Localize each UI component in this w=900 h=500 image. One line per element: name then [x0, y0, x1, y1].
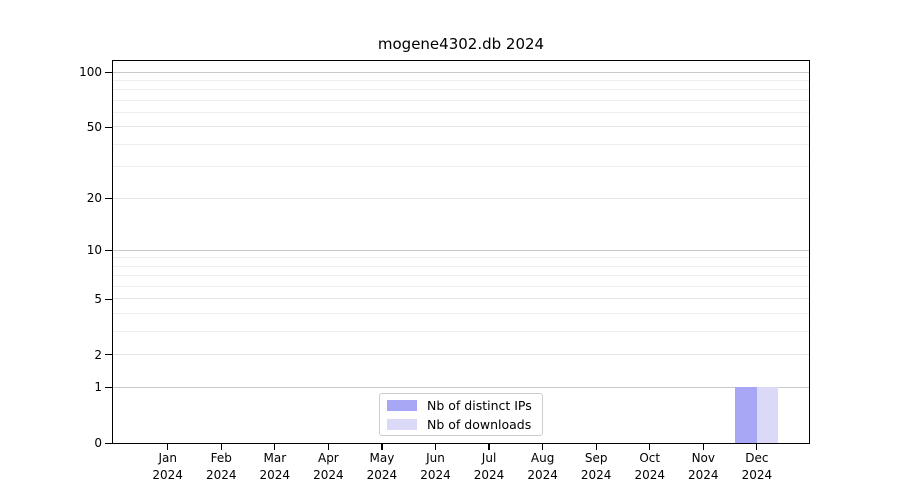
gridline-5 — [113, 298, 809, 300]
y-tick-100 — [105, 71, 113, 73]
x-tick-label-apr: Apr 2024 — [313, 451, 344, 482]
x-tick-label-aug: Aug 2024 — [527, 451, 558, 482]
x-tick-jan — [167, 444, 169, 450]
gridline-minor-60 — [113, 112, 809, 114]
gridline-minor-80 — [113, 89, 809, 91]
y-tick-label-1: 1 — [94, 380, 102, 395]
x-tick-label-feb: Feb 2024 — [205, 451, 237, 482]
x-tick-dec — [756, 444, 758, 450]
y-tick-5 — [105, 298, 113, 300]
x-tick-oct — [649, 444, 651, 450]
gridline-minor-4 — [113, 313, 809, 315]
y-tick-1 — [105, 386, 113, 389]
gridline-decade-1 — [113, 386, 809, 388]
gridline-minor-40 — [113, 143, 809, 145]
x-tick-apr — [327, 444, 329, 450]
gridline-50 — [113, 126, 809, 128]
y-tick-label-10: 10 — [86, 243, 102, 258]
x-tick-jul — [488, 444, 490, 450]
gridline-minor-8 — [113, 265, 809, 267]
legend-row-downloads: Nb of downloads — [380, 415, 542, 434]
chart-title: mogene4302.db 2024 — [377, 35, 545, 53]
gridline-decade-100 — [113, 71, 809, 73]
x-tick-aug — [542, 444, 544, 450]
gridline-2 — [113, 354, 809, 356]
x-tick-sep — [595, 444, 597, 450]
x-tick-label-may: May 2024 — [366, 451, 398, 482]
gridline-20 — [113, 197, 809, 199]
gridline-minor-70 — [113, 99, 809, 101]
bar-downloads-dec — [756, 387, 779, 443]
legend-label-downloads: Nb of downloads — [427, 417, 532, 432]
gridline-minor-3 — [113, 331, 809, 333]
y-tick-10 — [105, 249, 113, 252]
gridline-decade-10 — [113, 249, 809, 251]
legend-swatch-distinct-ips — [387, 400, 417, 411]
legend: Nb of distinct IPs Nb of downloads — [379, 393, 543, 436]
x-tick-feb — [220, 444, 222, 450]
y-tick-20 — [105, 197, 113, 200]
y-tick-label-100: 100 — [79, 65, 102, 80]
x-tick-label-mar: Mar 2024 — [259, 451, 291, 482]
legend-swatch-downloads — [387, 419, 417, 430]
gridline-minor-7 — [113, 275, 809, 277]
y-tick-label-5: 5 — [94, 292, 102, 307]
y-tick-50 — [105, 126, 113, 128]
x-tick-jun — [434, 444, 437, 450]
gridline-minor-9 — [113, 257, 809, 259]
gridline-minor-90 — [113, 79, 809, 81]
x-tick-label-jul: Jul 2024 — [473, 451, 505, 482]
gridline-minor-6 — [113, 286, 809, 288]
y-tick-label-0: 0 — [94, 436, 102, 451]
y-tick-label-20: 20 — [86, 191, 102, 206]
plot-area: Nb of distinct IPs Nb of downloads — [112, 60, 810, 444]
x-tick-label-jan: Jan 2024 — [152, 451, 183, 482]
legend-label-distinct-ips: Nb of distinct IPs — [427, 398, 532, 413]
y-tick-2 — [105, 354, 113, 356]
y-tick-0 — [105, 442, 113, 444]
y-tick-label-2: 2 — [94, 347, 102, 362]
x-tick-label-jun: Jun 2024 — [420, 451, 451, 482]
x-tick-mar — [274, 444, 276, 450]
x-tick-label-nov: Nov 2024 — [688, 451, 719, 482]
y-tick-label-50: 50 — [86, 120, 102, 135]
x-tick-label-oct: Oct 2024 — [634, 451, 665, 482]
x-tick-label-dec: Dec 2024 — [741, 451, 773, 482]
x-tick-may — [381, 444, 383, 450]
x-tick-label-sep: Sep 2024 — [580, 451, 612, 482]
x-tick-nov — [702, 444, 704, 450]
bar-distinct-ips-dec — [735, 387, 757, 443]
legend-row-distinct-ips: Nb of distinct IPs — [380, 396, 542, 415]
gridline-minor-30 — [113, 166, 809, 168]
